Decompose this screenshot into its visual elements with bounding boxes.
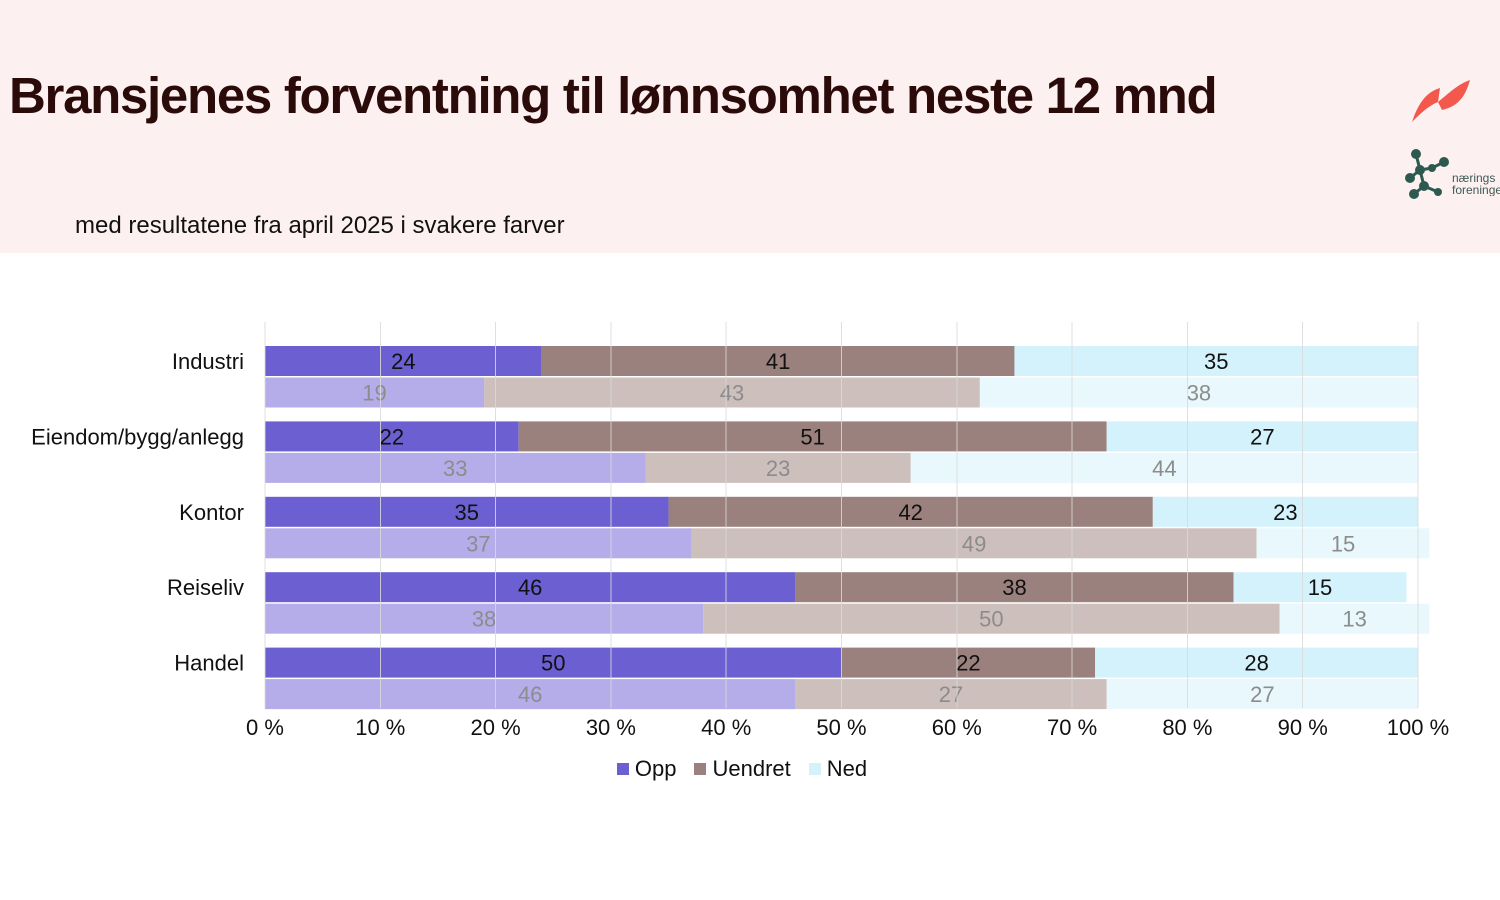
data-label-previous-eiendom-bygg-anlegg-ned: 44	[1152, 456, 1176, 481]
data-label-previous-eiendom-bygg-anlegg-uendret: 23	[766, 456, 790, 481]
bar-previous-handel-uendret	[795, 679, 1107, 710]
bar-current-handel-uendret	[841, 647, 1096, 678]
data-label-current-reiseliv-opp: 46	[518, 575, 542, 600]
data-label-current-handel-ned: 28	[1244, 651, 1268, 676]
data-label-current-industri-uendret: 41	[766, 349, 790, 374]
x-tick-label-5: 50 %	[816, 715, 866, 740]
data-label-current-industri-opp: 24	[391, 349, 415, 374]
legend-swatch-opp	[616, 763, 629, 775]
logo-wordmark-line1: nærings	[1452, 172, 1496, 185]
data-label-current-eiendom-bygg-anlegg-opp: 22	[380, 424, 404, 449]
x-tick-label-4: 40 %	[701, 715, 751, 740]
data-label-previous-industri-ned: 38	[1187, 381, 1211, 406]
bar-current-kontor-opp	[265, 496, 669, 527]
data-label-previous-reiseliv-ned: 13	[1342, 607, 1366, 632]
data-label-previous-handel-opp: 46	[518, 682, 542, 707]
data-label-previous-reiseliv-uendret: 50	[979, 607, 1003, 632]
bar-previous-eiendom-bygg-anlegg-ned	[910, 452, 1418, 483]
x-tick-label-8: 80 %	[1162, 715, 1212, 740]
data-label-current-reiseliv-uendret: 38	[1002, 575, 1026, 600]
data-label-current-eiendom-bygg-anlegg-ned: 27	[1250, 424, 1274, 449]
data-label-current-eiendom-bygg-anlegg-uendret: 51	[800, 424, 824, 449]
data-label-current-kontor-opp: 35	[455, 500, 479, 525]
data-label-previous-kontor-uendret: 49	[962, 531, 986, 556]
data-label-current-kontor-uendret: 42	[898, 500, 922, 525]
bar-previous-handel-opp	[265, 679, 796, 710]
legend-label-ned: Ned	[826, 756, 868, 781]
bar-current-kontor-ned	[1152, 496, 1418, 527]
category-label-reiseliv: Reiseliv	[167, 575, 244, 600]
category-label-kontor: Kontor	[179, 500, 244, 525]
data-label-previous-eiendom-bygg-anlegg-opp: 33	[443, 456, 467, 481]
naeringsforening-logo-icon	[1405, 149, 1449, 199]
data-label-current-reiseliv-ned: 15	[1308, 575, 1332, 600]
data-label-previous-handel-uendret: 27	[939, 682, 963, 707]
header-band: Bransjenes forventning til lønnsomhet ne…	[0, 0, 1500, 253]
bar-previous-handel-ned	[1106, 679, 1418, 710]
x-tick-label-10: 100 %	[1387, 715, 1449, 740]
bar-previous-kontor-ned	[1256, 528, 1430, 559]
data-label-previous-industri-uendret: 43	[720, 381, 744, 406]
data-label-current-handel-uendret: 22	[956, 651, 980, 676]
bar-current-handel-ned	[1095, 647, 1418, 678]
category-label-industri: Industri	[172, 349, 244, 374]
bar-previous-eiendom-bygg-anlegg-uendret	[645, 452, 911, 483]
x-tick-label-7: 70 %	[1047, 715, 1097, 740]
bar-previous-eiendom-bygg-anlegg-opp	[265, 452, 646, 483]
bar-previous-industri-opp	[265, 377, 485, 408]
bar-current-eiendom-bygg-anlegg-opp	[265, 421, 519, 452]
bar-previous-kontor-opp	[265, 528, 692, 559]
legend-swatch-ned	[808, 763, 821, 775]
page-title: Bransjenes forventning til lønnsomhet ne…	[9, 67, 1218, 124]
data-label-previous-industri-opp: 19	[362, 381, 386, 406]
legend-item-uendret: Uendret	[694, 756, 791, 782]
x-tick-label-0: 0 %	[246, 715, 284, 740]
bar-previous-industri-uendret	[484, 377, 980, 408]
x-tick-label-1: 10 %	[355, 715, 405, 740]
legend-item-ned: Ned	[808, 756, 868, 782]
bar-current-reiseliv-ned	[1233, 572, 1407, 603]
data-label-current-industri-ned: 35	[1204, 349, 1228, 374]
data-label-previous-reiseliv-opp: 38	[472, 607, 496, 632]
category-label-handel: Handel	[174, 651, 244, 676]
data-label-previous-handel-ned: 27	[1250, 682, 1274, 707]
x-tick-label-3: 30 %	[586, 715, 636, 740]
bar-current-handel-opp	[265, 647, 842, 678]
legend-swatch-uendret	[694, 763, 707, 775]
bar-previous-reiseliv-ned	[1279, 603, 1430, 634]
bar-current-reiseliv-uendret	[795, 572, 1234, 603]
x-tick-label-9: 90 %	[1278, 715, 1328, 740]
bar-current-eiendom-bygg-anlegg-uendret	[518, 421, 1107, 452]
data-label-previous-kontor-ned: 15	[1331, 531, 1355, 556]
logo-wordmark: nærings foreninge	[1452, 172, 1500, 196]
logo-wordmark-line2: foreninge	[1452, 183, 1500, 196]
x-tick-label-2: 20 %	[471, 715, 521, 740]
bar-previous-kontor-uendret	[691, 528, 1257, 559]
legend-label-opp: Opp	[634, 756, 677, 781]
chart-legend: Opp Uendret Ned	[0, 756, 1484, 782]
data-label-previous-kontor-opp: 37	[466, 531, 490, 556]
bar-previous-reiseliv-opp	[265, 603, 704, 634]
x-tick-label-6: 60 %	[932, 715, 982, 740]
data-label-current-kontor-ned: 23	[1273, 500, 1297, 525]
bar-previous-industri-ned	[979, 377, 1418, 408]
bar-current-industri-ned	[1014, 346, 1418, 376]
bar-previous-reiseliv-uendret	[703, 603, 1280, 634]
category-label-eiendom-bygg-anlegg: Eiendom/bygg/anlegg	[31, 424, 244, 449]
legend-item-opp: Opp	[616, 756, 677, 782]
bar-current-industri-uendret	[541, 346, 1015, 376]
data-label-current-handel-opp: 50	[541, 651, 565, 676]
bar-current-eiendom-bygg-anlegg-ned	[1106, 421, 1418, 452]
legend-label-uendret: Uendret	[712, 756, 791, 781]
bar-current-reiseliv-opp	[265, 572, 796, 603]
brand-logo-icon	[1412, 80, 1470, 122]
page-subtitle: med resultatene fra april 2025 i svakere…	[75, 212, 565, 239]
